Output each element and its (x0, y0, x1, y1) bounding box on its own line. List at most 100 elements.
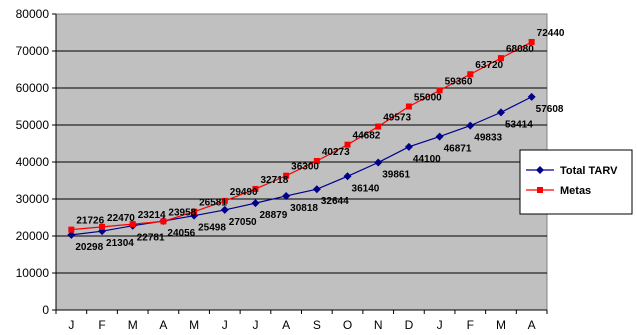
x-tick-label: F (467, 318, 474, 332)
data-label-total-tarv: 44100 (413, 154, 441, 165)
data-point-metas (191, 208, 198, 215)
data-point-total-tarv (435, 132, 444, 141)
data-label-total-tarv: 32644 (321, 196, 349, 207)
data-label-metas: 44682 (353, 131, 381, 142)
data-point-metas (313, 157, 320, 164)
x-tick-label: O (343, 318, 352, 332)
legend-marker-total-tarv (536, 166, 544, 174)
data-label-total-tarv: 49833 (474, 133, 502, 144)
data-point-total-tarv (251, 199, 260, 208)
data-point-metas (528, 38, 535, 45)
data-label-metas: 23958 (168, 207, 196, 218)
series-line-total-tarv (71, 96, 532, 236)
data-label-metas: 29490 (230, 187, 258, 198)
data-label-metas: 72440 (537, 28, 565, 39)
x-tick-label: N (374, 318, 383, 332)
data-point-metas (252, 185, 259, 192)
data-point-metas (129, 221, 136, 228)
data-label-total-tarv: 25498 (198, 223, 226, 234)
data-point-total-tarv (67, 230, 76, 239)
data-label-metas: 40273 (322, 147, 350, 158)
data-point-metas (436, 87, 443, 94)
data-point-metas (221, 197, 228, 204)
x-tick-label: M (189, 318, 199, 332)
data-point-metas (467, 71, 474, 78)
y-tick-label: 30000 (16, 192, 50, 206)
data-label-metas: 49573 (383, 113, 411, 124)
data-label-metas: 59360 (445, 76, 473, 87)
data-point-metas (99, 223, 106, 230)
data-label-total-tarv: 22781 (137, 233, 165, 244)
data-label-total-tarv: 36140 (352, 183, 380, 194)
data-point-total-tarv (220, 205, 229, 214)
x-tick-label: F (98, 318, 105, 332)
data-label-metas: 21726 (76, 216, 104, 227)
y-tick-label: 60000 (16, 81, 50, 95)
legend-box (519, 149, 633, 215)
x-tick-label: S (313, 318, 321, 332)
legend-label-metas: Metas (560, 185, 591, 197)
gridlines (56, 50, 547, 274)
data-label-total-tarv: 27050 (229, 217, 257, 228)
data-point-total-tarv (527, 92, 536, 101)
data-label-metas: 26581 (199, 198, 227, 209)
data-label-metas: 63720 (475, 60, 503, 71)
data-point-total-tarv (374, 158, 383, 167)
series-layer (67, 38, 536, 239)
data-point-total-tarv (282, 191, 291, 200)
data-label-metas: 55000 (414, 93, 442, 104)
data-point-metas (68, 226, 75, 233)
data-point-metas (283, 172, 290, 179)
x-tick-label: M (128, 318, 138, 332)
data-label-total-tarv: 39861 (382, 170, 410, 181)
data-point-metas (405, 103, 412, 110)
data-label-metas: 68080 (506, 44, 534, 55)
x-tick-label: M (496, 318, 506, 332)
data-point-metas (375, 123, 382, 130)
legend-label-total-tarv: Total TARV (560, 165, 618, 177)
data-point-total-tarv (343, 172, 352, 181)
y-tick-label: 50000 (16, 118, 50, 132)
y-tick-label: 20000 (16, 229, 50, 243)
data-label-metas: 22470 (107, 213, 135, 224)
data-labels: 20298 21304 22781 24056 25498270502887930818… (75, 28, 565, 253)
data-label-total-tarv: 46871 (444, 144, 472, 155)
x-tick-label: J (252, 318, 258, 332)
data-label-total-tarv: 30818 (290, 203, 318, 214)
legend-marker-metas (537, 187, 543, 193)
x-tick-label: J (222, 318, 228, 332)
y-tick-label: 10000 (16, 266, 50, 280)
data-label-total-tarv: 24056 (167, 228, 195, 239)
data-point-total-tarv (466, 121, 475, 130)
data-point-metas (344, 141, 351, 148)
series-line-metas (71, 41, 532, 231)
y-tick-label: 40000 (16, 155, 50, 169)
data-label-metas: 32718 (260, 175, 288, 186)
x-tick-label: J (437, 318, 443, 332)
data-point-total-tarv (404, 142, 413, 151)
data-point-metas (160, 218, 167, 225)
y-tick-label: 0 (42, 303, 49, 317)
y-tick-label: 70000 (16, 44, 50, 58)
y-tick-label: 80000 (16, 7, 50, 21)
x-tick-label: J (68, 318, 74, 332)
x-tick-label: A (282, 318, 290, 332)
x-tick-label: A (528, 318, 536, 332)
data-label-total-tarv: 57608 (536, 104, 564, 115)
data-point-total-tarv (496, 108, 505, 117)
data-label-total-tarv: 28879 (259, 210, 287, 221)
x-tick-label: D (405, 318, 414, 332)
data-label-total-tarv: 53414 (505, 119, 533, 130)
data-label-total-tarv: 20298 (75, 242, 103, 253)
data-point-metas (497, 55, 504, 62)
x-tick-label: A (159, 318, 167, 332)
y-axis: 0 10000 20000 30000 40000 50000 60000 70000 8000… (16, 7, 57, 317)
data-label-metas: 36300 (291, 162, 319, 173)
data-label-metas: 23214 (138, 210, 166, 221)
data-label-total-tarv: 21304 (106, 238, 134, 249)
data-point-total-tarv (312, 185, 321, 194)
legend: Total TARV Metas (519, 149, 633, 215)
